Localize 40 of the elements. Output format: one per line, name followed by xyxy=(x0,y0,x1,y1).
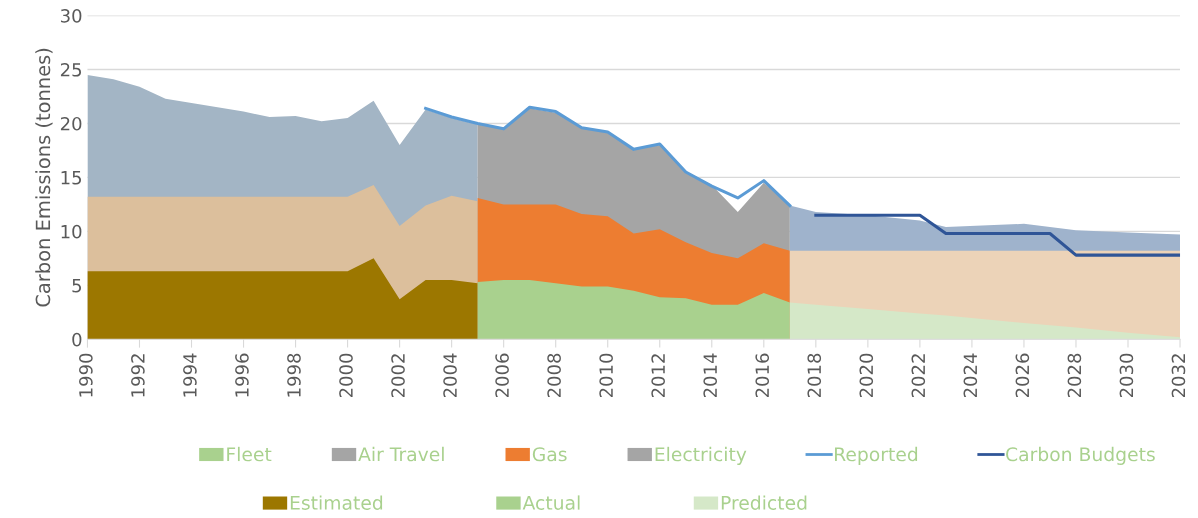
x-tick-label: 2022 xyxy=(911,354,926,398)
y-tick-label: 5 xyxy=(72,279,82,293)
x-tick-label: 1992 xyxy=(131,354,145,397)
y-axis-title: Carbon Emissions (tonnes) xyxy=(35,48,53,307)
x-tick-label: 2006 xyxy=(495,353,509,398)
legend-label: Reported xyxy=(835,446,918,465)
y-tick-label: 15 xyxy=(61,171,82,185)
x-tick-label: 2004 xyxy=(443,353,457,398)
x-tick-label: 2026 xyxy=(1015,353,1030,398)
y-tick-label: 30 xyxy=(60,9,82,23)
x-tick-label: 1994 xyxy=(183,353,197,397)
legend-label: Gas xyxy=(532,447,567,462)
x-tick-label: 2016 xyxy=(755,353,770,398)
x-tick-label: 1990 xyxy=(79,353,93,397)
x-tick-label: 2008 xyxy=(547,353,561,398)
x-tick-label: 2002 xyxy=(391,354,405,398)
legend-label: Electricity xyxy=(655,446,747,465)
x-tick-label: 2032 xyxy=(1171,354,1186,398)
y-tick-label: 25 xyxy=(60,62,82,77)
x-tick-label: 2024 xyxy=(963,353,978,398)
x-tick-label: 2014 xyxy=(703,353,718,398)
line-series xyxy=(424,105,792,207)
x-tick-label: 2030 xyxy=(1119,353,1134,398)
legend-label: Actual xyxy=(522,495,580,510)
legend-label: Carbon Budgets xyxy=(1006,446,1155,465)
x-tick-label: 2012 xyxy=(651,354,665,398)
x-tick-label: 2020 xyxy=(859,353,874,398)
x-tick-label: 2028 xyxy=(1067,353,1082,398)
x-tick-label: 2000 xyxy=(339,353,353,398)
legend-label: Predicted xyxy=(721,495,807,510)
legend-label: Air Travel xyxy=(358,446,444,462)
legend-label: Estimated xyxy=(290,495,383,510)
x-tick-label: 1996 xyxy=(235,353,249,397)
x-tick-label: 1998 xyxy=(287,353,301,397)
x-tick-label: 2010 xyxy=(599,353,613,398)
y-tick-label: 0 xyxy=(72,332,82,347)
y-tick-label: 10 xyxy=(61,224,82,239)
x-tick-label: 2018 xyxy=(807,353,822,398)
y-tick-label: 20 xyxy=(60,116,82,131)
legend-label: Fleet xyxy=(227,446,272,462)
